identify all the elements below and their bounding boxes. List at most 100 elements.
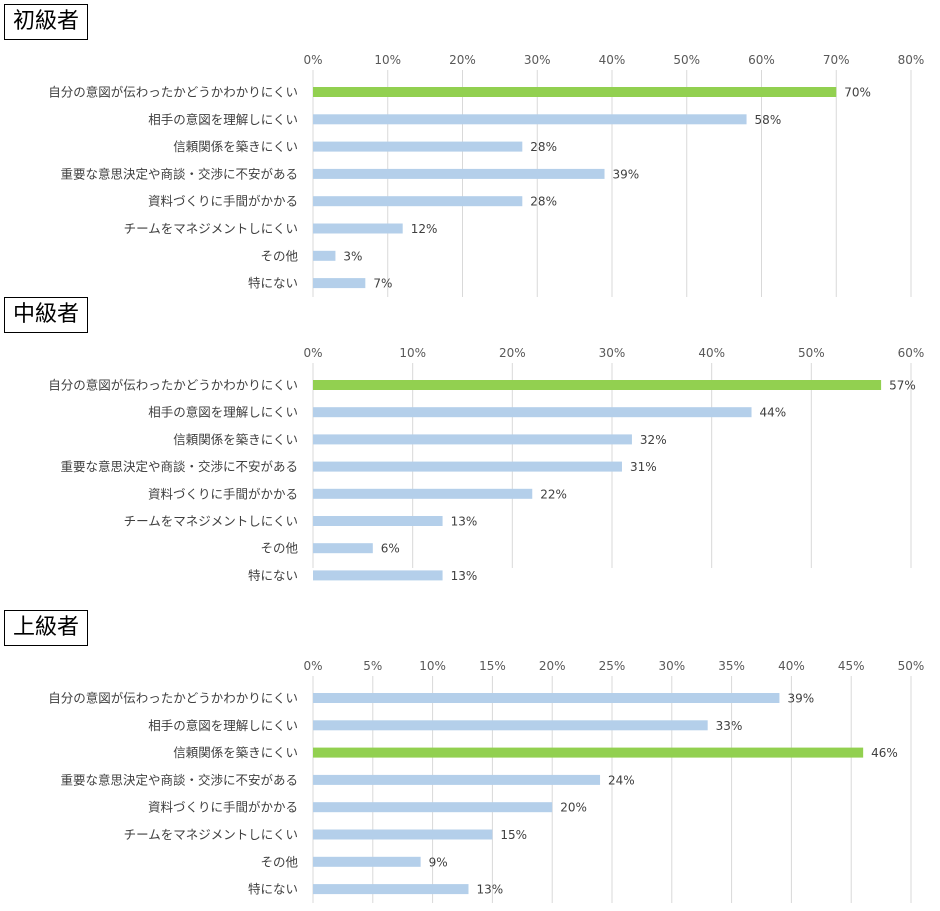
x-tick-label: 50%: [673, 53, 700, 67]
data-label: 33%: [716, 719, 743, 733]
data-label: 39%: [613, 167, 640, 181]
bar: [313, 250, 336, 261]
x-tick-label: 15%: [479, 659, 506, 673]
bar: [313, 168, 605, 179]
bar: [313, 141, 523, 152]
data-label: 3%: [343, 249, 362, 263]
x-tick-label: 50%: [898, 659, 925, 673]
x-tick-label: 50%: [798, 346, 825, 360]
data-label: 57%: [889, 379, 916, 393]
category-label: その他: [260, 248, 298, 263]
x-tick-label: 40%: [599, 53, 626, 67]
x-tick-label: 0%: [303, 659, 322, 673]
panel-title: 上級者: [4, 610, 89, 646]
category-label: その他: [260, 541, 298, 556]
panel-title: 初級者: [4, 4, 89, 40]
category-label: 自分の意図が伝わったかどうかわかりにくい: [48, 85, 298, 100]
category-label: 相手の意図を理解しにくい: [148, 112, 298, 127]
data-label: 39%: [787, 692, 814, 706]
data-label: 13%: [476, 883, 503, 897]
data-label: 9%: [429, 855, 448, 869]
data-label: 6%: [381, 542, 400, 556]
bar: [313, 802, 553, 813]
x-tick-label: 10%: [399, 346, 426, 360]
bar: [313, 516, 443, 526]
bar: [313, 884, 469, 895]
category-label: 相手の意図を理解しにくい: [148, 718, 298, 733]
x-tick-label: 60%: [748, 53, 775, 67]
bar: [313, 856, 421, 867]
data-label: 13%: [451, 515, 478, 529]
data-label: 46%: [871, 746, 898, 760]
data-label: 44%: [760, 406, 787, 420]
x-tick-label: 30%: [599, 346, 626, 360]
bar: [313, 693, 780, 703]
bar: [313, 461, 622, 472]
data-label: 22%: [540, 487, 567, 501]
x-tick-label: 60%: [898, 346, 925, 360]
data-label: 13%: [451, 569, 478, 583]
x-tick-label: 70%: [823, 53, 850, 67]
x-tick-label: 20%: [499, 346, 526, 360]
x-tick-label: 20%: [449, 53, 476, 67]
category-label: 自分の意図が伝わったかどうかわかりにくい: [48, 691, 298, 706]
x-tick-label: 40%: [778, 659, 805, 673]
x-tick-label: 25%: [599, 659, 626, 673]
panel-title: 中級者: [4, 297, 89, 333]
category-label: 特にない: [248, 568, 298, 583]
category-label: 重要な意思決定や商談・交渉に不安がある: [60, 459, 298, 474]
category-label: チームをマネジメントしにくい: [124, 514, 298, 529]
data-label: 31%: [630, 460, 657, 474]
category-label: 自分の意図が伝わったかどうかわかりにくい: [48, 378, 298, 393]
chart-panel-intermediate: 中級者 0% 10% 20% 30% 40% 50% 60% 自分の意図が伝わったかどうかわか…: [0, 293, 940, 583]
data-label: 12%: [411, 222, 438, 236]
data-label: 28%: [530, 140, 557, 154]
category-label: 信頼関係を築きにくい: [173, 745, 298, 760]
data-label: 70%: [844, 86, 871, 100]
bar: [313, 488, 533, 499]
category-label: 特にない: [248, 276, 298, 291]
chart-panel-advanced: 上級者 0% 5% 10% 15% 20% 25% 30% 35% 40% 45% 50% 自分の意図…: [0, 606, 940, 906]
data-label: 32%: [640, 433, 667, 447]
bar-chart-beginner: 0% 10% 20% 30% 40% 50% 60% 70% 80% 自分の意図が伝わったかどうか…: [48, 53, 925, 297]
bar: [313, 380, 882, 390]
category-label: 資料づくりに手間がかかる: [148, 194, 298, 209]
category-label: 信頼関係を築きにくい: [173, 139, 298, 154]
bar: [313, 407, 752, 418]
bar: [313, 747, 864, 758]
x-tick-label: 35%: [718, 659, 745, 673]
x-tick-label: 10%: [374, 53, 401, 67]
bar: [313, 114, 747, 125]
category-label: その他: [260, 854, 298, 869]
chart-panel-beginner: 初級者 0% 10% 20% 30% 40% 50% 60% 70% 80% 自分の意図が伝わった…: [0, 0, 940, 300]
category-label: チームをマネジメントしにくい: [124, 221, 298, 236]
x-tick-label: 30%: [524, 53, 551, 67]
data-label: 24%: [608, 773, 635, 787]
x-tick-label: 80%: [898, 53, 925, 67]
category-label: 重要な意思決定や商談・交渉に不安がある: [60, 772, 298, 787]
bar: [313, 774, 601, 785]
data-label: 20%: [560, 801, 587, 815]
category-label: 信頼関係を築きにくい: [173, 432, 298, 447]
x-tick-label: 10%: [419, 659, 446, 673]
bar: [313, 434, 632, 445]
category-label: 資料づくりに手間がかかる: [148, 800, 298, 815]
category-label: チームをマネジメントしにくい: [124, 827, 298, 842]
data-label: 28%: [530, 195, 557, 209]
bar: [313, 570, 443, 581]
category-label: 相手の意図を理解しにくい: [148, 405, 298, 420]
bar-chart-intermediate: 0% 10% 20% 30% 40% 50% 60% 自分の意図が伝わったかどうかわかりにくい…: [48, 346, 925, 583]
category-label: 特にない: [248, 882, 298, 897]
x-tick-label: 0%: [303, 53, 322, 67]
x-tick-label: 0%: [303, 346, 322, 360]
bar-chart-advanced: 0% 5% 10% 15% 20% 25% 30% 35% 40% 45% 50% 自分の意図が伝わっ…: [48, 659, 925, 903]
data-label: 7%: [373, 277, 392, 291]
bar: [313, 196, 523, 207]
x-tick-label: 30%: [658, 659, 685, 673]
bar: [313, 829, 493, 840]
x-tick-label: 40%: [698, 346, 725, 360]
category-label: 資料づくりに手間がかかる: [148, 486, 298, 501]
category-label: 重要な意思決定や商談・交渉に不安がある: [60, 166, 298, 181]
bar: [313, 87, 837, 97]
x-tick-label: 45%: [838, 659, 865, 673]
